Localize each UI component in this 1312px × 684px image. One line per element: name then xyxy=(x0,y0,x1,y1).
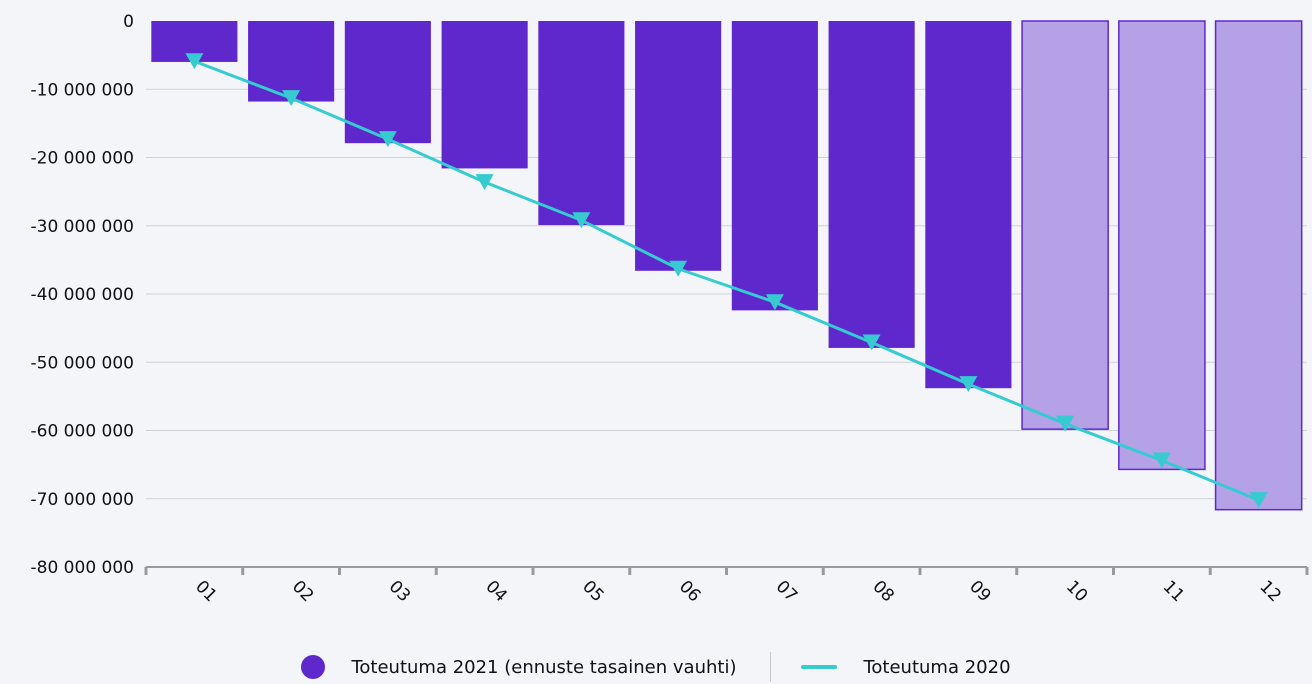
x-tick-label: 08 xyxy=(868,577,897,606)
bar xyxy=(344,21,431,144)
y-tick-label: -30 000 000 xyxy=(31,217,134,237)
legend-divider xyxy=(770,652,772,682)
bar xyxy=(441,21,528,169)
y-tick-label: -80 000 000 xyxy=(31,558,134,578)
line-marker xyxy=(572,212,591,229)
y-tick-label: -50 000 000 xyxy=(31,353,134,373)
series-line-2020 xyxy=(193,59,1260,502)
legend-marker-2021 xyxy=(301,655,326,679)
line-marker xyxy=(378,131,397,148)
y-tick-label: -10 000 000 xyxy=(31,80,134,100)
y-tick-label: -20 000 000 xyxy=(31,149,134,169)
x-tick-label: 01 xyxy=(191,577,220,606)
y-tick-label: 0 xyxy=(123,12,134,32)
legend-label-2021: Toteutuma 2021 (ennuste tasainen vauhti) xyxy=(351,656,737,678)
x-tick-label: 02 xyxy=(288,577,317,606)
line-marker xyxy=(1056,415,1075,432)
y-tick-label: -60 000 000 xyxy=(31,422,134,442)
bar-forecast xyxy=(1021,20,1109,430)
bar-forecast xyxy=(1214,20,1303,511)
line-marker xyxy=(1249,492,1268,509)
chart-area: 0 -10 000 000 -20 000 000 -30 000 000 -40 00… xyxy=(31,12,1309,606)
bar xyxy=(635,21,722,271)
line-marker xyxy=(1152,452,1171,469)
x-tick-label: 07 xyxy=(772,577,801,606)
x-tick-label: 03 xyxy=(385,577,414,606)
legend: Toteutuma 2021 (ennuste tasainen vauhti)… xyxy=(0,650,1312,684)
x-tick-label: 11 xyxy=(1159,577,1188,606)
legend-label-2020: Toteutuma 2020 xyxy=(863,656,1011,678)
line-marker xyxy=(862,334,881,351)
bar xyxy=(731,21,818,311)
x-tick-label: 06 xyxy=(675,577,704,606)
bar xyxy=(538,21,625,226)
line-marker xyxy=(185,53,204,70)
line-marker xyxy=(669,260,688,277)
x-tick-label: 12 xyxy=(1255,577,1284,606)
line-marker xyxy=(959,376,978,393)
legend-item-2020[interactable]: Toteutuma 2020 xyxy=(801,656,1011,678)
y-tick-label: -70 000 000 xyxy=(31,490,134,510)
y-tick-label: -40 000 000 xyxy=(31,285,134,305)
legend-marker-2020 xyxy=(801,665,838,669)
x-tick-label: 10 xyxy=(1062,577,1091,606)
x-tick-label: 04 xyxy=(481,577,510,606)
bar-forecast xyxy=(1118,20,1206,471)
line-marker xyxy=(765,294,784,311)
bar xyxy=(925,21,1012,389)
legend-item-2021[interactable]: Toteutuma 2021 (ennuste tasainen vauhti) xyxy=(301,655,736,679)
bar xyxy=(248,21,335,102)
bar xyxy=(828,21,915,348)
x-tick-label: 09 xyxy=(965,577,994,606)
line-marker xyxy=(475,174,494,191)
x-tick-label: 05 xyxy=(578,577,607,606)
line-marker xyxy=(282,90,301,107)
